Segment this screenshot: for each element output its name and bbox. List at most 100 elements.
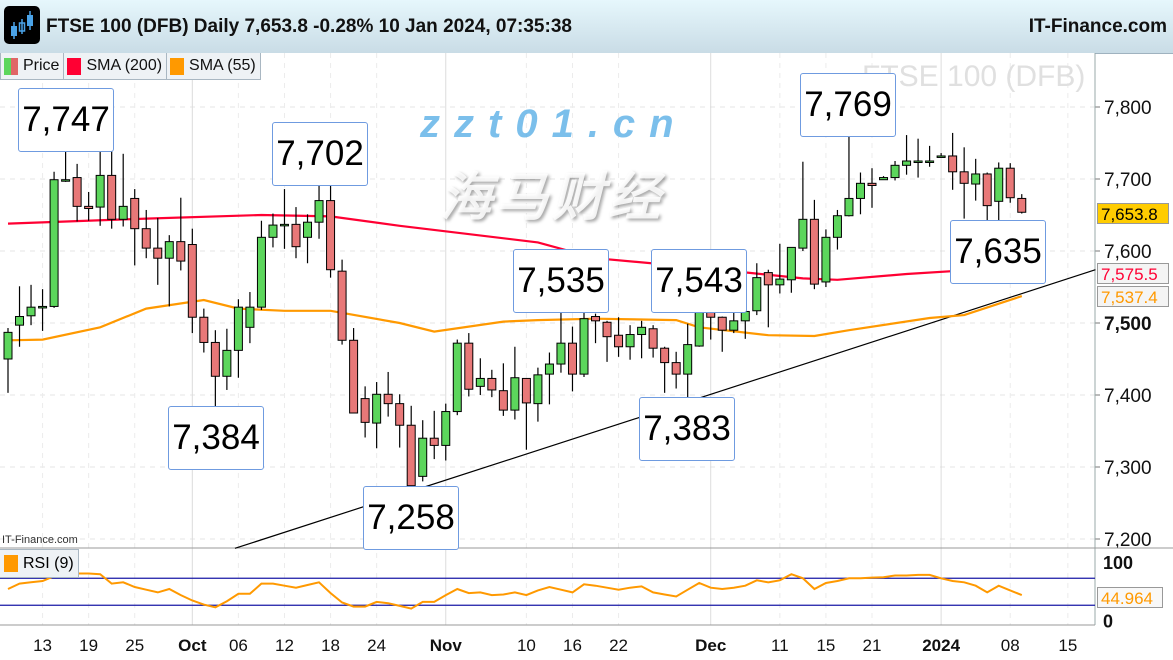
rsi-legend[interactable]: RSI (9): [0, 549, 79, 578]
candle-up: [625, 334, 635, 348]
candle-up: [821, 236, 831, 283]
x-tick-label: 24: [367, 636, 386, 655]
legend-item-sma55[interactable]: SMA (55): [166, 53, 261, 80]
candle-up: [314, 200, 324, 223]
candle-up: [925, 160, 935, 163]
candle-up: [15, 316, 25, 326]
annotation-low: 7,635: [950, 220, 1046, 284]
candle-up: [775, 278, 785, 286]
y-tick-label: 7,200: [1104, 530, 1152, 551]
legend-item-sma200[interactable]: SMA (200): [63, 53, 168, 80]
candle-up: [222, 349, 232, 377]
candle-down: [498, 390, 508, 411]
x-tick-label: 18: [321, 636, 340, 655]
candle-up: [913, 160, 923, 163]
candle-down: [406, 424, 416, 487]
candle-down: [660, 347, 670, 364]
candle-down: [487, 377, 497, 391]
candle-up: [38, 305, 48, 309]
x-tick-label: 11: [771, 636, 789, 655]
y-tick-label: 7,400: [1104, 386, 1152, 407]
candle-up: [683, 344, 693, 375]
legend-label: Price: [23, 57, 60, 74]
sma200-tag: 7,575.5: [1097, 263, 1169, 284]
rsi-tick-label: 0: [1103, 612, 1113, 632]
candle-up: [418, 437, 428, 477]
x-tick-label: 21: [863, 636, 882, 655]
candle-up: [579, 318, 589, 375]
candle-up: [256, 236, 266, 308]
candle-up: [556, 342, 566, 365]
y-tick-label: 7,700: [1104, 170, 1152, 191]
candle-up: [118, 205, 128, 220]
candle-up: [752, 277, 762, 312]
annotation-high: 7,535: [513, 249, 609, 313]
candle-up: [26, 306, 36, 317]
candle-up: [279, 223, 289, 227]
candle-down: [648, 328, 658, 349]
x-tick-label: Dec: [695, 636, 726, 655]
annotation-high: 7,747: [18, 88, 114, 152]
x-tick-label: 2024: [922, 636, 960, 655]
sma55-swatch: [170, 57, 185, 75]
candle-up: [303, 221, 313, 238]
y-tick-label: 7,500: [1104, 314, 1152, 335]
candle-up: [902, 160, 912, 166]
annotation-high: 7,702: [272, 122, 368, 186]
candle-down: [602, 321, 612, 338]
candle-up: [61, 179, 71, 182]
candle-down: [84, 205, 94, 210]
watermark-cn-logo: 海马财经: [440, 169, 665, 227]
sma55-line: [7, 295, 1023, 342]
candle-down: [1005, 167, 1015, 199]
candle-down: [521, 377, 531, 404]
x-tick-label: 16: [563, 636, 582, 655]
chart-title: FTSE 100 (DFB) Daily 7,653.8 -0.28% 10 J…: [46, 16, 572, 37]
annotation-high: 7,769: [800, 73, 896, 137]
x-tick-label: 13: [33, 636, 52, 655]
candle-up: [786, 246, 796, 281]
candle-down: [717, 316, 727, 331]
x-tick-label: 15: [816, 636, 835, 655]
rsi-legend-label: RSI (9): [23, 554, 74, 572]
x-tick-label: Oct: [178, 636, 207, 655]
candle-down: [291, 223, 301, 248]
candle-up: [936, 155, 946, 158]
candle-up: [3, 331, 13, 360]
x-tick-label: 22: [609, 636, 628, 655]
candle-down: [326, 200, 336, 271]
watermark-site: IT-Finance.com: [2, 534, 78, 546]
candle-up: [49, 179, 59, 307]
candle-up: [245, 306, 255, 328]
candle-down: [199, 316, 209, 343]
candle-up: [233, 306, 243, 351]
y-tick-label: 7,800: [1104, 98, 1152, 119]
candle-down: [360, 398, 370, 423]
candle-down: [763, 272, 773, 286]
candle-down: [567, 342, 577, 375]
candle-down: [349, 339, 359, 414]
annotation-low: 7,384: [168, 406, 264, 470]
candle-up: [533, 374, 543, 405]
sma200-swatch: [67, 57, 82, 75]
candle-up: [441, 411, 451, 446]
candle-up: [372, 393, 382, 424]
candle-down: [107, 174, 117, 220]
candle-up: [475, 377, 485, 387]
candle-down: [591, 316, 601, 322]
rsi-swatch: [4, 555, 18, 572]
sma55-tag: 7,537.4: [1097, 286, 1169, 307]
x-tick-label: 06: [229, 636, 248, 655]
annotation-low: 7,258: [363, 486, 459, 550]
legend-label: SMA (200): [86, 57, 163, 74]
candle-up: [879, 177, 889, 181]
candle-up: [971, 173, 981, 185]
candle-up: [544, 363, 554, 375]
legend-item-price[interactable]: Price: [0, 53, 65, 80]
legend: Price SMA (200) SMA (55): [0, 53, 261, 80]
candle-up: [637, 326, 647, 336]
watermark-title: FTSE 100 (DFB): [862, 60, 1086, 93]
candle-up: [994, 167, 1004, 202]
candle-up: [164, 241, 174, 259]
